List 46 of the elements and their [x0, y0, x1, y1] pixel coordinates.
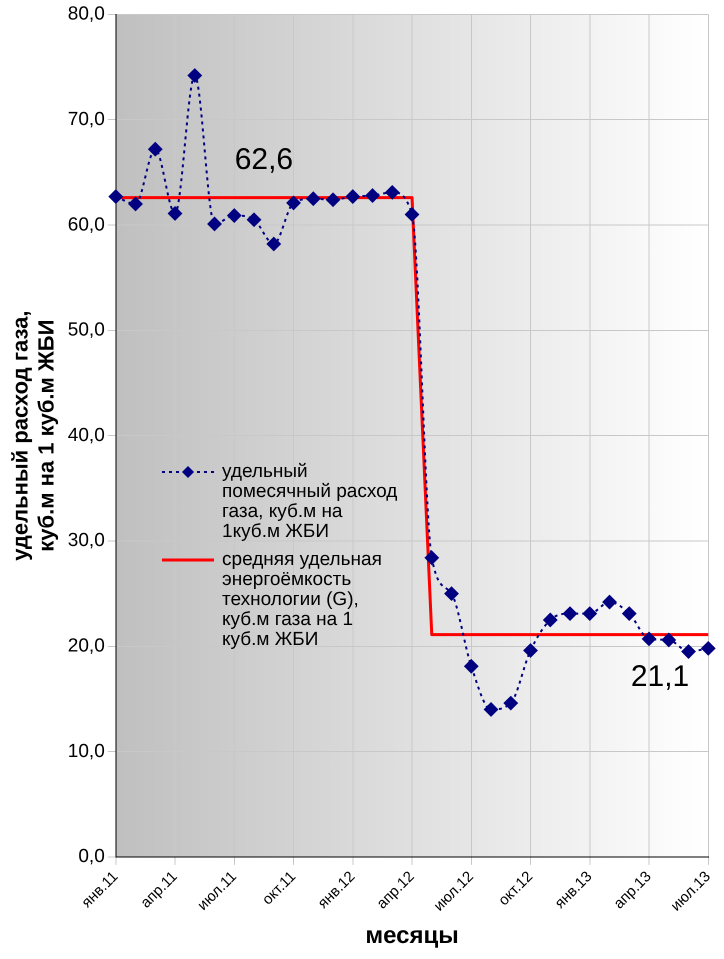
- point: [266, 236, 281, 251]
- point: [464, 659, 478, 674]
- point: [385, 185, 400, 200]
- legend-label: средняя удельная энергоёмкость технологии (G), куб.м газа на 1 куб.м ЖБИ: [222, 549, 383, 650]
- point: [563, 606, 578, 621]
- point: [346, 190, 360, 204]
- point: [405, 207, 420, 222]
- point: [622, 606, 636, 621]
- point: [543, 612, 558, 627]
- legend-label: удельный помесячный расход газа, куб.м на 1куб.м ЖБИ: [222, 461, 398, 542]
- point: [286, 196, 301, 210]
- point: [168, 206, 182, 220]
- x-axis-title: месяцы: [365, 922, 459, 950]
- point: [148, 142, 162, 156]
- point: [582, 606, 597, 621]
- point: [128, 196, 143, 211]
- annotation: 21,1: [630, 660, 690, 693]
- point: [701, 641, 716, 656]
- point: [642, 632, 656, 646]
- y-tick-label: 60,0: [68, 214, 105, 236]
- point: [188, 68, 202, 82]
- point: [662, 632, 676, 647]
- point: [444, 586, 459, 601]
- point: [682, 644, 696, 659]
- y-tick-label: 50,0: [68, 320, 105, 341]
- y-tick-label: 80,0: [68, 4, 105, 25]
- point: [602, 595, 617, 610]
- y-tick-label: 10,0: [68, 740, 105, 762]
- point: [227, 208, 242, 223]
- point: [306, 192, 320, 206]
- point: [247, 212, 262, 227]
- point: [484, 702, 498, 716]
- point: [504, 696, 518, 710]
- point: [326, 192, 340, 207]
- y-tick-label: 20,0: [68, 636, 105, 657]
- point: [424, 550, 439, 565]
- y-tick-label: 40,0: [68, 424, 105, 446]
- point: [524, 643, 538, 658]
- point: [366, 188, 380, 203]
- y-axis-title: удельный расход газа, куб.м на 1 куб.м ЖБИ: [7, 310, 59, 561]
- y-tick-label: 30,0: [68, 530, 105, 552]
- annotation: 62,6: [234, 142, 294, 176]
- point: [208, 216, 222, 231]
- point: [108, 190, 123, 204]
- y-tick-label: 0,0: [78, 846, 105, 868]
- y-tick-label: 70,0: [68, 108, 105, 130]
